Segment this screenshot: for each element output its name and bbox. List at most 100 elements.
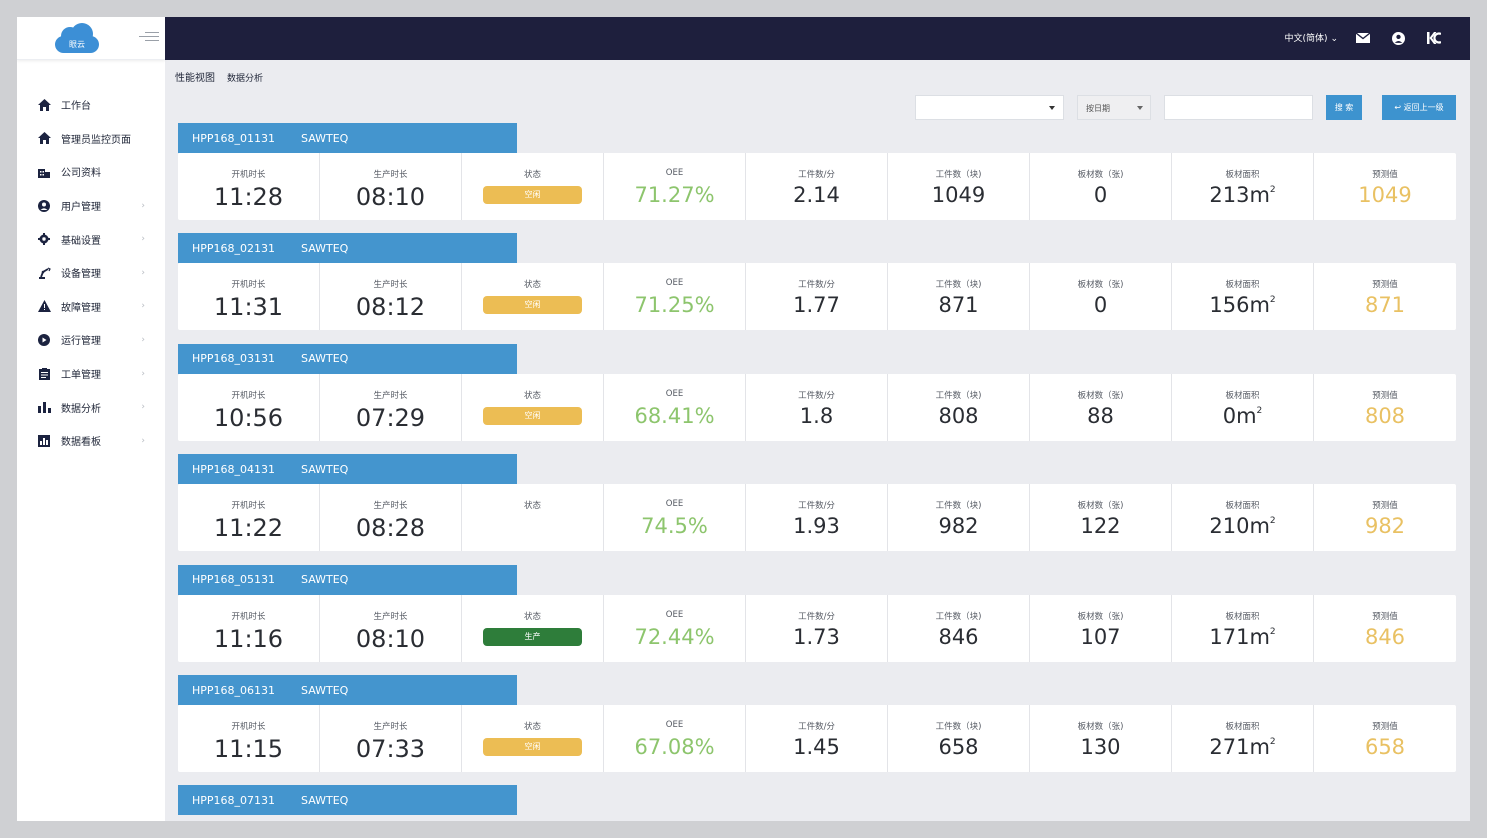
metric-board-count: 板材数（张) 88 — [1030, 373, 1172, 441]
metric-status: 状态 空闲 — [462, 263, 604, 331]
clipboard-icon — [37, 367, 51, 381]
metric-value: 210m2 — [1172, 514, 1313, 538]
sidebar-item-equipment[interactable]: 设备管理 › — [17, 256, 165, 290]
metric-label: 板材面积 — [1225, 722, 1260, 732]
user-account-icon[interactable] — [1389, 29, 1407, 47]
area-unit-superscript: 2 — [1269, 626, 1276, 637]
metric-piece-count: 工件数（块) 846 — [888, 594, 1030, 662]
sidebar-item-users[interactable]: 用户管理 › — [17, 189, 165, 223]
sidebar-item-label: 管理员监控页面 — [61, 134, 131, 146]
metric-forecast: 预测值 1049 — [1314, 153, 1456, 220]
date-mode-label: 按日期 — [1086, 104, 1110, 113]
metric-label: 工件数（块) — [935, 390, 982, 401]
date-input[interactable] — [1164, 95, 1313, 120]
metric-piece-count: 工件数（块) 871 — [888, 263, 1030, 331]
metric-label: 板材面积 — [1225, 390, 1260, 401]
metric-value-text: 11:16 — [213, 624, 284, 653]
sidebar-item-label: 数据分析 — [61, 403, 101, 415]
breadcrumb-link[interactable]: 数据分析 — [227, 74, 264, 84]
sidebar-item-operations[interactable]: 运行管理 › — [17, 323, 165, 357]
metric-value: 1.93 — [746, 514, 887, 538]
sidebar-item-workbench[interactable]: 工作台 — [17, 88, 165, 122]
metric-value-text: 08:12 — [355, 293, 426, 322]
logo-area: 眼云 — [17, 17, 165, 60]
metric-board-area: 板材面积 213m2 — [1172, 153, 1314, 220]
metric-value-text: 07:33 — [355, 735, 426, 763]
metric-value-text: 88 — [1087, 403, 1114, 428]
machine-header[interactable]: HPP168_06131 SAWTEQ — [178, 675, 517, 705]
metric-label: 预测值 — [1372, 501, 1398, 512]
area-unit-superscript: 2 — [1256, 405, 1263, 416]
sidebar-item-admin-monitor[interactable]: 管理员监控页面 — [17, 122, 165, 156]
metric-value: 08:28 — [320, 514, 461, 542]
logo-text: 眼云 — [69, 40, 85, 49]
machine-metrics-card: 开机时长 11:22 生产时长 08:28 状态 OEE 74.5% 工件数/分 1.93 工件数… — [178, 484, 1456, 552]
metric-value-text: 72.44% — [634, 624, 715, 649]
machine-header[interactable]: HPP168_07131 SAWTEQ — [178, 785, 517, 816]
metric-value-text: 213m — [1209, 183, 1270, 207]
metric-oee: OEE 72.44% — [604, 594, 746, 662]
dashboard-chart-icon — [37, 434, 51, 448]
machine-brand: SAWTEQ — [301, 462, 349, 476]
area-unit-superscript: 2 — [1269, 295, 1276, 306]
metric-value: 0m2 — [1172, 404, 1313, 428]
metric-value: 08:10 — [320, 183, 461, 211]
back-button[interactable]: ↩ 返回上一级 — [1382, 95, 1456, 120]
chevron-down-icon: ⌄ — [1330, 34, 1338, 44]
brand-logo-icon[interactable] — [1425, 29, 1443, 47]
device-select[interactable] — [915, 95, 1064, 120]
machine-header[interactable]: HPP168_03131 SAWTEQ — [178, 343, 517, 374]
metric-boot-time: 开机时长 10:56 — [178, 373, 320, 441]
sidebar-item-faults[interactable]: 故障管理 › — [17, 290, 165, 324]
machine-header[interactable]: HPP168_04131 SAWTEQ — [178, 454, 517, 485]
metric-label: 预测值 — [1372, 611, 1398, 622]
status-badge: 空闲 — [483, 738, 582, 756]
menu-collapse-icon[interactable] — [139, 32, 159, 46]
app-window: 眼云 工作台 管理员监控页面 公司资料 用户管理 › — [17, 17, 1470, 821]
metric-label: 状态 — [523, 170, 541, 180]
chevron-right-icon: › — [141, 234, 145, 245]
metric-value-text: 271m — [1209, 735, 1270, 759]
metric-value-text: 1049 — [1358, 183, 1412, 207]
metric-label: 状态 — [523, 722, 541, 732]
metric-label: 开机时长 — [231, 722, 266, 732]
metric-value-text: 0 — [1093, 293, 1108, 318]
language-select[interactable]: 中文(简体) ⌄ — [1285, 31, 1338, 44]
cloud-logo[interactable]: 眼云 — [55, 23, 99, 53]
metric-value: 68.41% — [604, 404, 745, 428]
machine-brand: SAWTEQ — [301, 683, 349, 697]
language-label: 中文(简体) — [1284, 34, 1328, 44]
date-mode-select[interactable]: 按日期 — [1077, 95, 1151, 120]
search-button[interactable]: 搜 索 — [1326, 95, 1362, 120]
metric-board-count: 板材数（张) 0 — [1030, 263, 1172, 331]
metric-value-text: 68.41% — [634, 403, 715, 428]
machine-header[interactable]: HPP168_05131 SAWTEQ — [178, 564, 517, 595]
sidebar-item-work-orders[interactable]: 工单管理 › — [17, 357, 165, 391]
machine-header[interactable]: HPP168_02131 SAWTEQ — [178, 233, 517, 264]
metric-value-text: 130 — [1080, 735, 1121, 759]
area-unit-superscript: 2 — [1269, 185, 1276, 195]
top-bar: 中文(简体) ⌄ — [165, 17, 1470, 60]
metric-value-text: 1.73 — [793, 624, 840, 649]
metric-value-text: 122 — [1080, 514, 1121, 539]
sidebar-item-basic-settings[interactable]: 基础设置 › — [17, 222, 165, 256]
machine-header[interactable]: HPP168_01131 SAWTEQ — [178, 123, 517, 153]
metric-label: 工件数/分 — [798, 611, 835, 622]
sidebar-item-label: 工作台 — [61, 101, 91, 113]
sidebar: 眼云 工作台 管理员监控页面 公司资料 用户管理 › — [17, 17, 165, 821]
metric-label: 板材数（张) — [1077, 722, 1124, 732]
sidebar-item-label: 工单管理 — [61, 370, 101, 382]
metric-pieces-per-minute: 工件数/分 2.14 — [746, 153, 888, 220]
sidebar-item-company[interactable]: 公司资料 — [17, 155, 165, 189]
metric-value-text: 846 — [1364, 624, 1406, 649]
metric-board-area: 板材面积 271m2 — [1172, 705, 1314, 772]
metric-value: 11:22 — [178, 514, 319, 542]
sidebar-item-data-analysis[interactable]: 数据分析 › — [17, 390, 165, 424]
metric-boot-time: 开机时长 11:22 — [178, 484, 320, 552]
status-badge: 生产 — [483, 627, 582, 646]
metric-value-text: 2.14 — [793, 183, 840, 207]
metric-label: OEE — [665, 388, 684, 399]
mail-icon[interactable] — [1354, 29, 1372, 47]
metric-value-text: 210m — [1209, 514, 1270, 539]
sidebar-item-dashboard[interactable]: 数据看板 › — [17, 424, 165, 458]
